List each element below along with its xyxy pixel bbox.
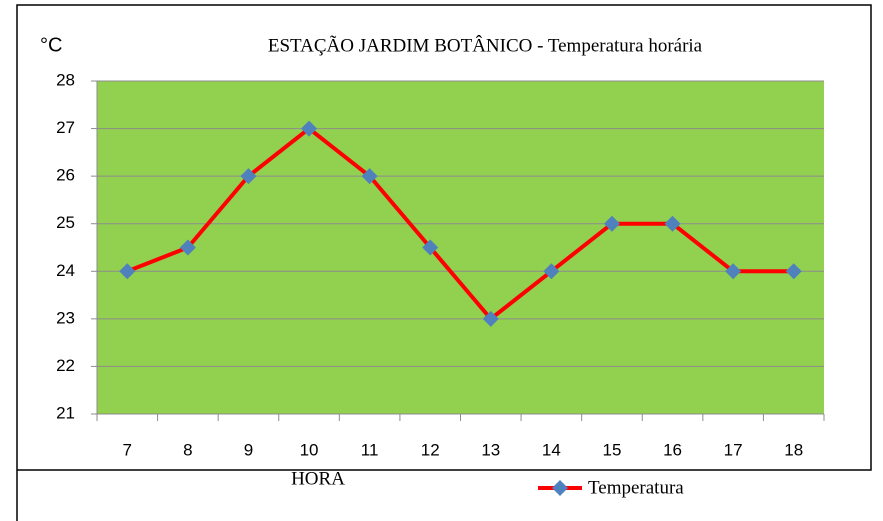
legend-marker	[552, 480, 568, 496]
x-tick-label: 7	[123, 440, 132, 459]
y-tick-label: 26	[56, 166, 75, 185]
y-tick-label: 24	[56, 261, 75, 280]
marker	[422, 239, 439, 256]
chart-title: ESTAÇÃO JARDIM BOTÂNICO - Temperatura ho…	[268, 34, 703, 56]
y-tick-label: 22	[56, 356, 75, 375]
x-tick-label: 13	[481, 440, 500, 459]
marker	[785, 263, 802, 280]
marker	[179, 239, 196, 256]
marker	[361, 168, 378, 185]
marker	[543, 263, 560, 280]
x-tick-label: 16	[663, 440, 682, 459]
x-tick-label: 17	[724, 440, 743, 459]
plot-area	[97, 81, 824, 414]
x-tick-label: 14	[542, 440, 561, 459]
x-tick-label: 18	[784, 440, 803, 459]
marker	[664, 215, 681, 232]
x-tick-label: 8	[183, 440, 192, 459]
marker	[240, 168, 257, 185]
frame	[16, 4, 872, 521]
legend-label: Temperatura	[588, 477, 684, 498]
y-tick-label: 21	[56, 403, 75, 422]
marker	[119, 263, 136, 280]
x-tick-label: 11	[361, 440, 379, 459]
y-tick-label: 25	[56, 213, 75, 232]
x-tick-label: 9	[244, 440, 253, 459]
line	[126, 126, 794, 321]
marker	[482, 310, 499, 327]
x-tick-label: 12	[421, 440, 440, 459]
marker	[725, 263, 742, 280]
marker	[301, 120, 318, 137]
x-tick-label: 10	[300, 440, 319, 459]
marker	[603, 215, 620, 232]
y-axis-label: °C	[40, 34, 62, 56]
x-tick-label: 15	[602, 440, 621, 459]
y-tick-label: 28	[56, 70, 75, 89]
x-axis-label: HORA	[291, 468, 345, 489]
y-tick-label: 27	[56, 118, 75, 137]
y-tick-label: 23	[56, 308, 75, 327]
